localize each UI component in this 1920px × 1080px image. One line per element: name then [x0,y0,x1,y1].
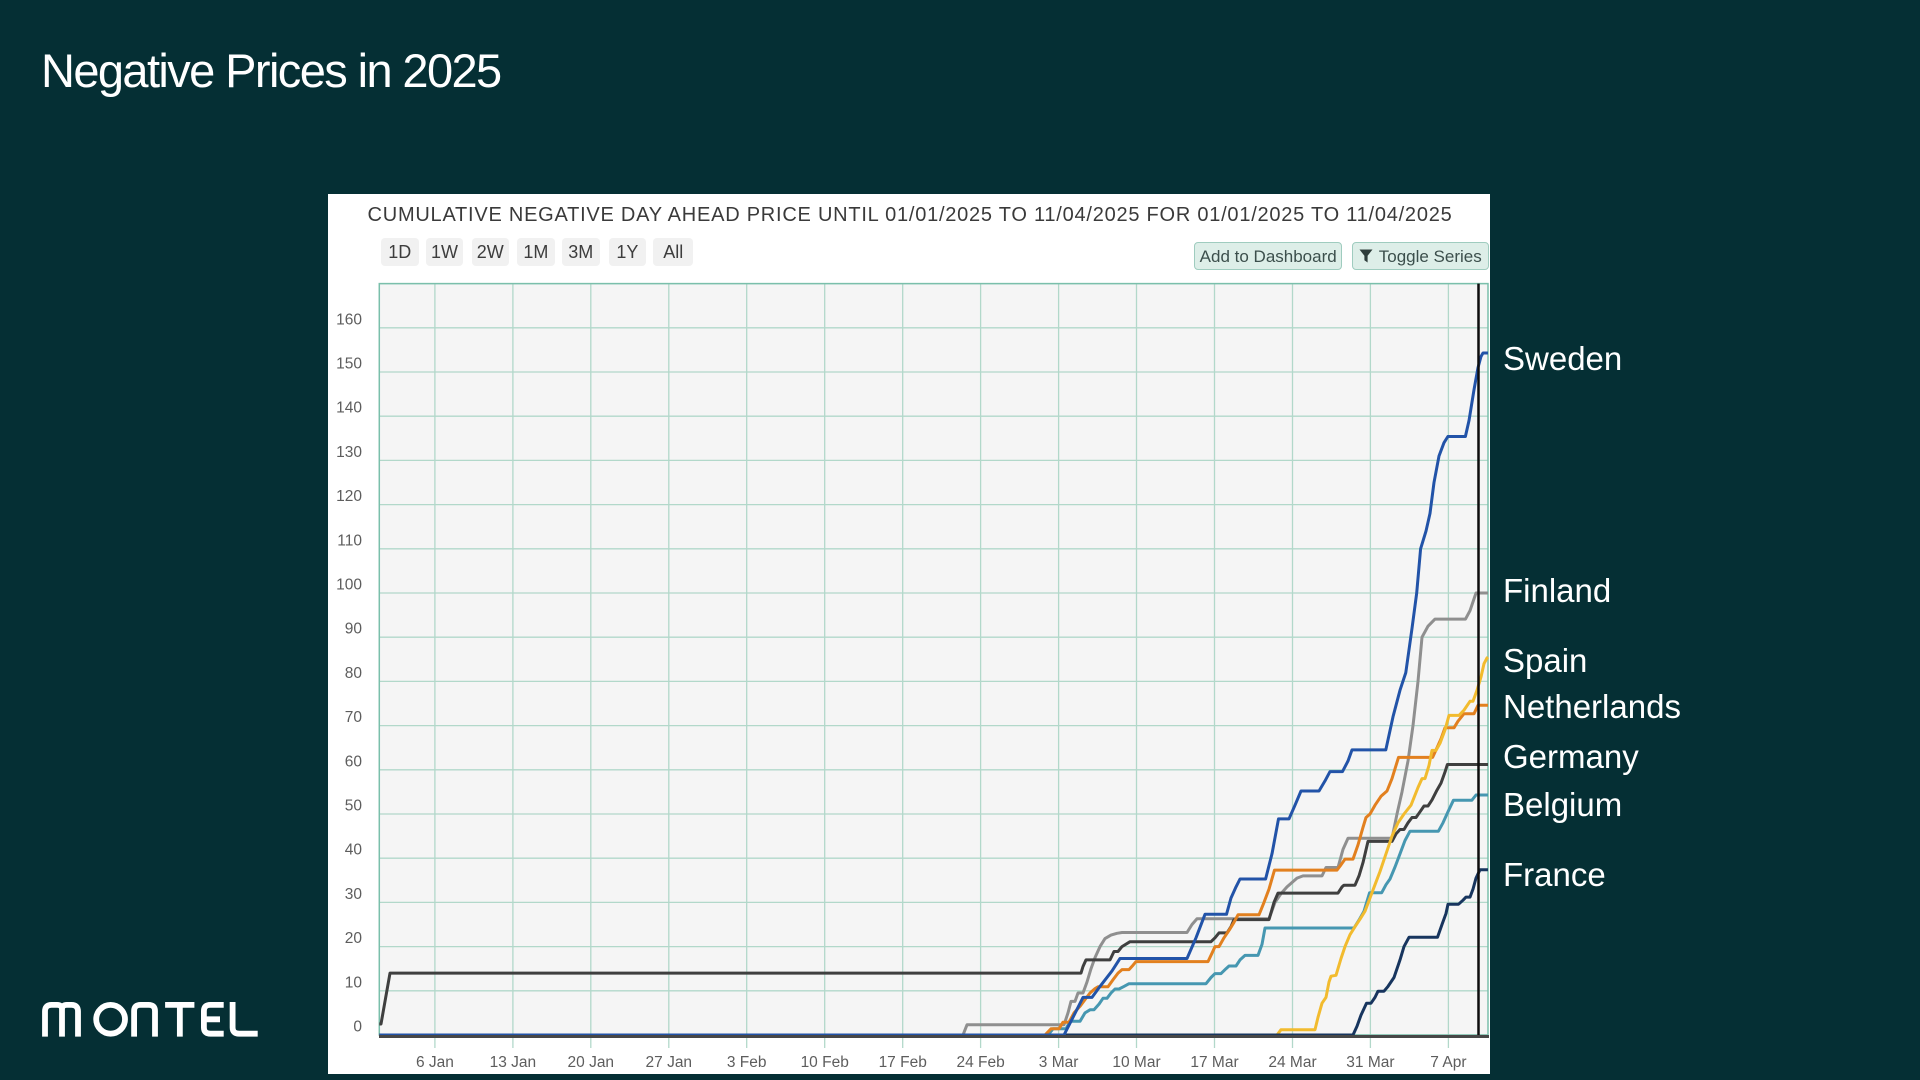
svg-text:31 Mar: 31 Mar [1346,1054,1394,1071]
svg-text:160: 160 [336,311,362,328]
svg-text:80: 80 [345,665,363,682]
svg-text:10 Feb: 10 Feb [801,1054,849,1071]
svg-text:110: 110 [337,532,362,549]
svg-text:10: 10 [345,974,363,991]
svg-text:10 Mar: 10 Mar [1112,1054,1160,1071]
svg-text:40: 40 [345,842,363,859]
svg-text:24 Mar: 24 Mar [1268,1054,1316,1071]
svg-text:24 Feb: 24 Feb [956,1054,1004,1071]
svg-text:90: 90 [345,621,363,638]
svg-text:0: 0 [353,1019,362,1036]
svg-text:6 Jan: 6 Jan [416,1054,454,1071]
svg-text:150: 150 [336,356,362,373]
svg-text:17 Mar: 17 Mar [1190,1054,1238,1071]
svg-text:120: 120 [336,488,362,505]
svg-text:70: 70 [345,709,363,726]
svg-text:140: 140 [336,400,362,417]
svg-text:27 Jan: 27 Jan [646,1054,693,1071]
svg-text:3 Feb: 3 Feb [727,1054,767,1071]
svg-text:13 Jan: 13 Jan [490,1054,537,1071]
svg-text:20 Jan: 20 Jan [568,1054,615,1071]
svg-text:20: 20 [345,930,363,947]
svg-text:3 Mar: 3 Mar [1039,1054,1079,1071]
svg-text:17 Feb: 17 Feb [879,1054,927,1071]
svg-text:50: 50 [345,798,363,815]
svg-text:130: 130 [336,444,362,461]
svg-text:100: 100 [336,577,362,594]
svg-text:60: 60 [345,753,363,770]
svg-text:30: 30 [345,886,363,903]
svg-text:7 Apr: 7 Apr [1430,1054,1466,1071]
